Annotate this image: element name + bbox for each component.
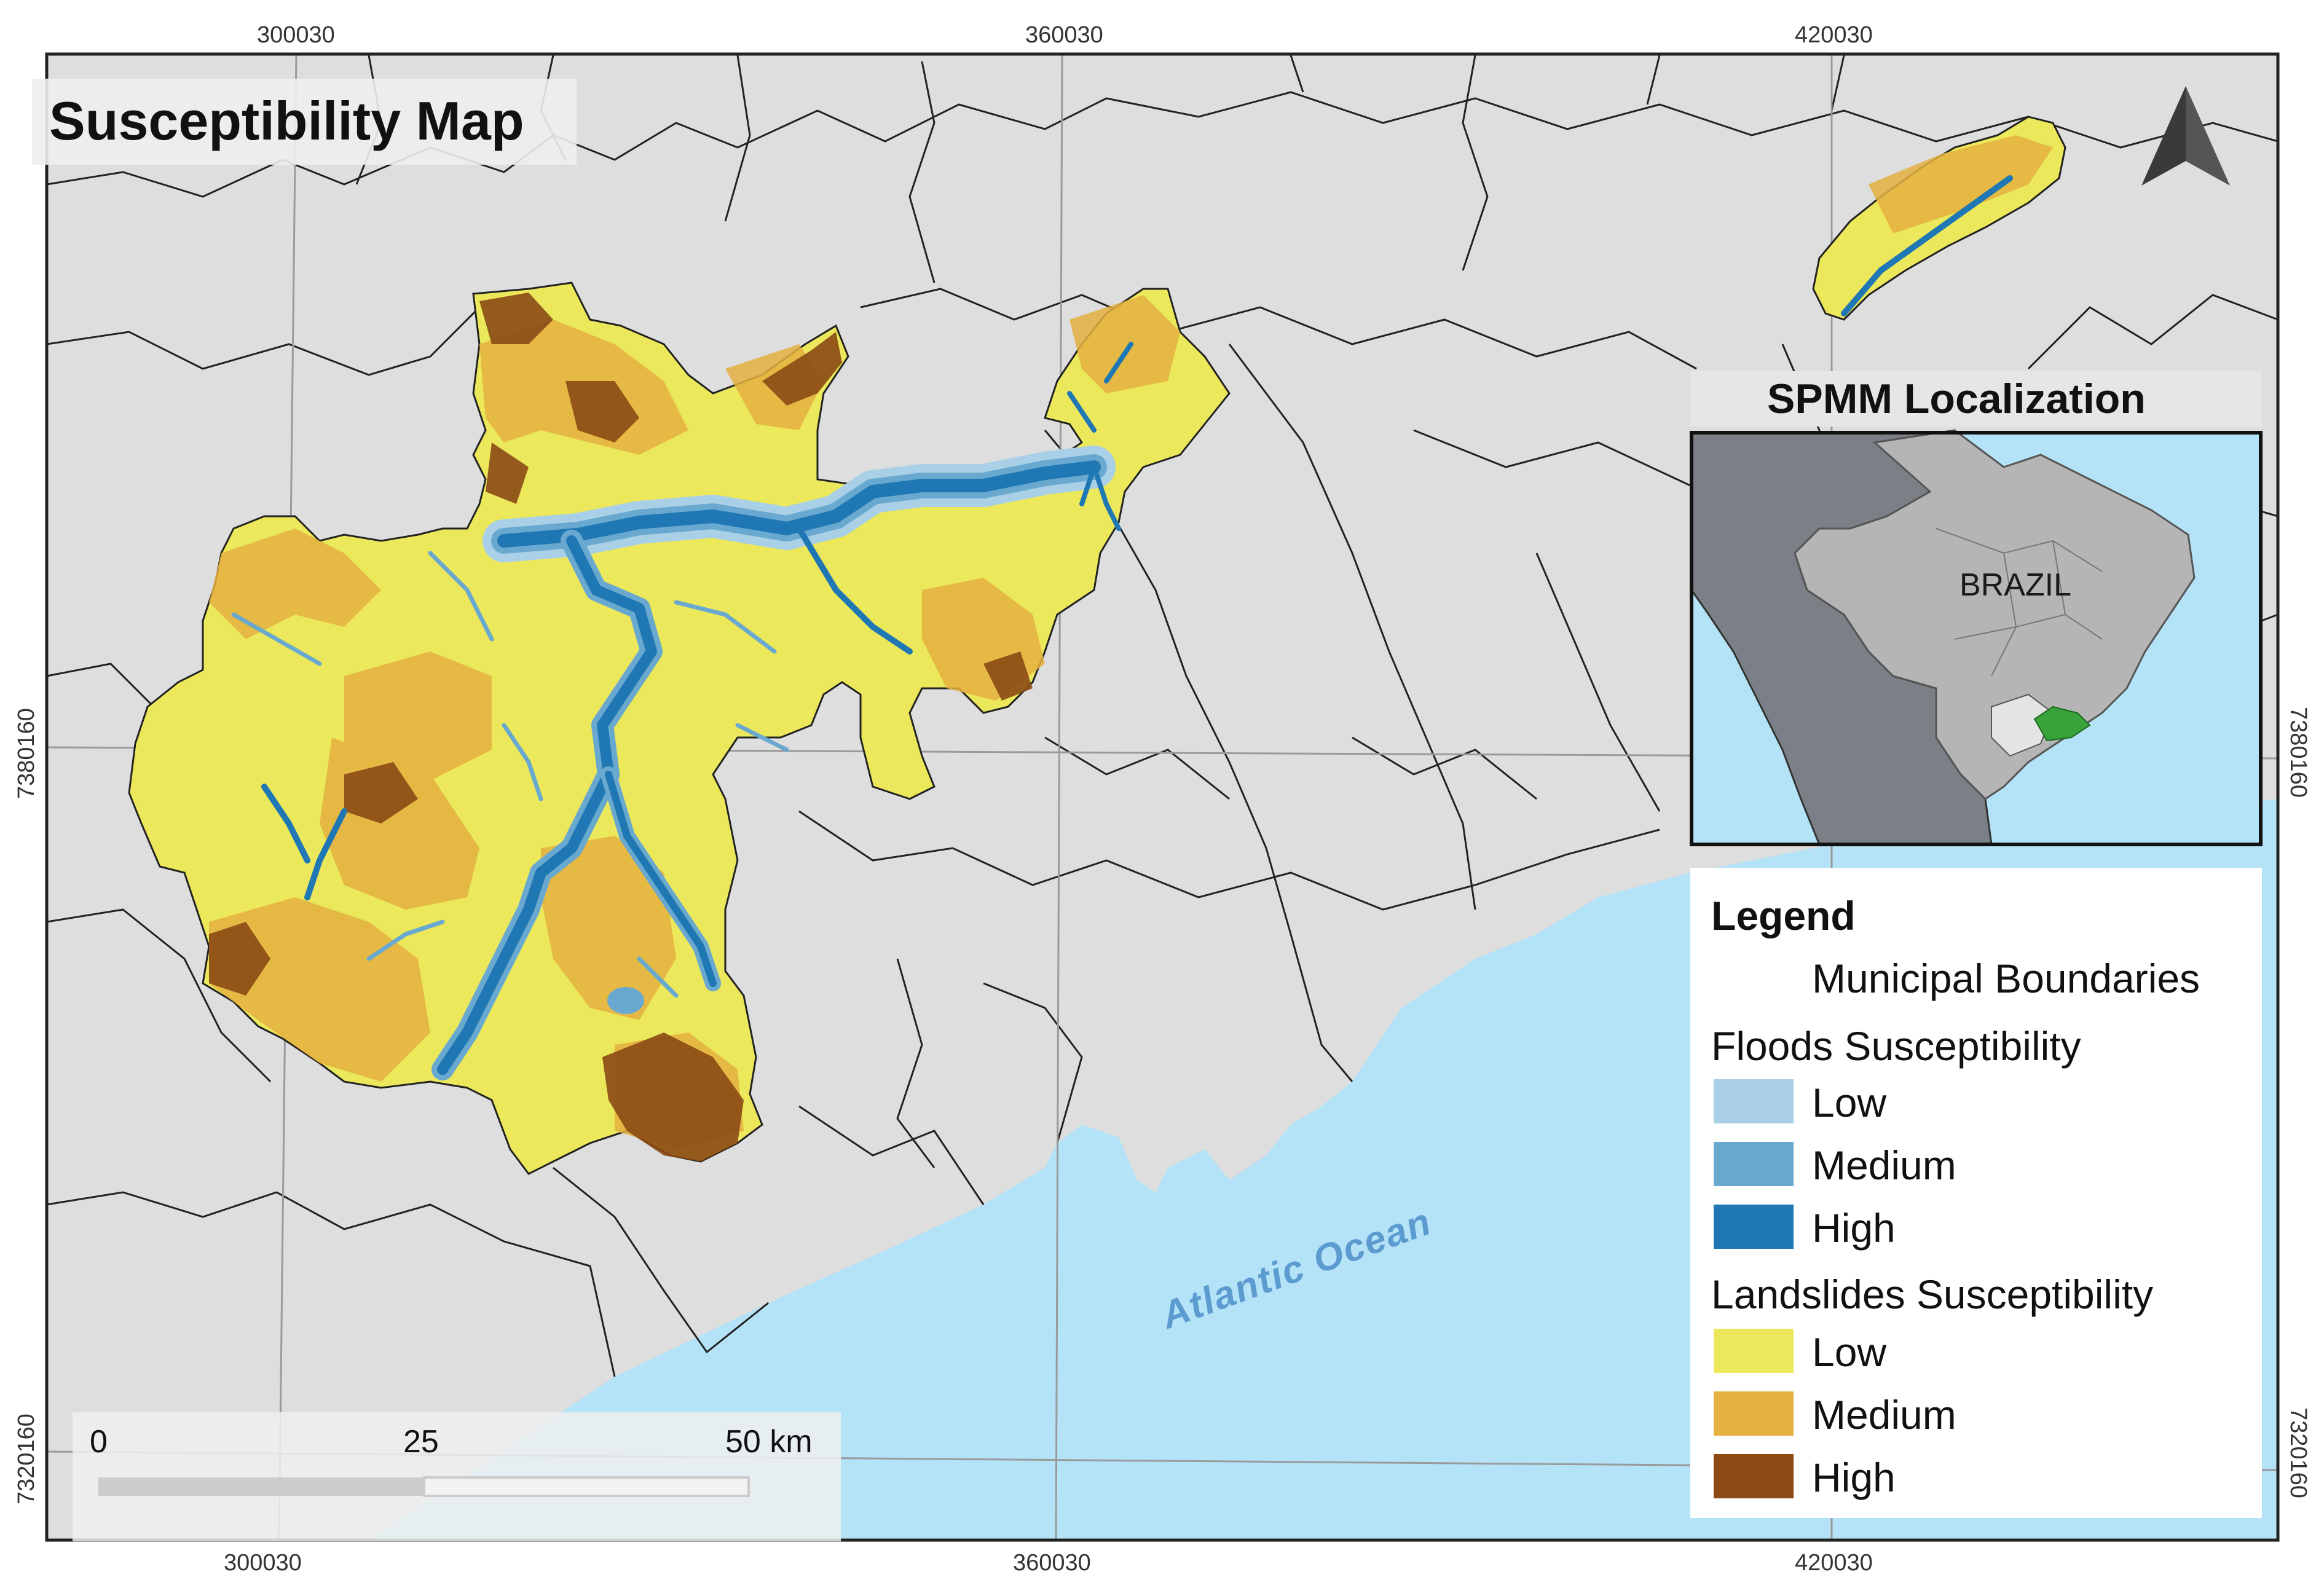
- legend-boundaries-label: Municipal Boundaries: [1812, 956, 2200, 1001]
- reservoir: [607, 987, 644, 1014]
- legend-floods-heading: Floods Susceptibility: [1711, 1023, 2081, 1069]
- y-coord-left-1: 7380160: [14, 708, 39, 799]
- legend-landslide-medium-swatch: [1714, 1391, 1794, 1436]
- flood-areas: [231, 175, 2013, 1080]
- legend-landslide-high-label: High: [1812, 1455, 1896, 1500]
- scale-label-0: 0: [90, 1424, 108, 1460]
- inset-title-panel: [1690, 371, 2262, 427]
- x-coord-bottom-2: 360030: [1013, 1550, 1091, 1576]
- north-arrow-icon: [2141, 86, 2230, 186]
- inset-state-highlight: [1991, 693, 2054, 757]
- inset-states: [1936, 528, 2103, 677]
- legend-landslide-high-swatch: [1714, 1454, 1794, 1498]
- legend-landslide-low-swatch: [1714, 1329, 1794, 1373]
- legend-flood-high-label: High: [1812, 1205, 1896, 1251]
- map-frame: [45, 52, 2280, 1542]
- scale-label-50: 50 km: [725, 1424, 813, 1460]
- inset-country-label: BRAZIL: [1960, 567, 2072, 603]
- legend-landslide-low-label: Low: [1812, 1329, 1887, 1375]
- legend-flood-medium-swatch: [1714, 1142, 1794, 1186]
- legend-flood-low-swatch: [1714, 1079, 1794, 1123]
- map-title: Susceptibility Map: [49, 90, 524, 151]
- legend-flood-low-label: Low: [1812, 1080, 1887, 1125]
- inset-brazil: [1794, 429, 2196, 800]
- inset-title: SPMM Localization: [1767, 376, 2146, 422]
- legend-landslide-medium-label: Medium: [1812, 1392, 1956, 1438]
- legend-landslides-heading: Landslides Susceptibility: [1711, 1272, 2154, 1317]
- legend-flood-high-swatch: [1714, 1205, 1794, 1249]
- x-coord-bottom-3: 420030: [1795, 1550, 1873, 1576]
- inset-map: [1690, 429, 2263, 846]
- title-panel: [32, 79, 577, 165]
- y-coord-right-2: 7320160: [2285, 1407, 2311, 1498]
- y-coord-left-2: 7320160: [14, 1414, 39, 1504]
- scale-label-25: 25: [403, 1424, 439, 1460]
- x-coord-top-3: 420030: [1795, 22, 1873, 48]
- x-coord-top-2: 360030: [1025, 22, 1103, 48]
- legend-title: Legend: [1711, 893, 1856, 938]
- inset-study-area: [2033, 706, 2091, 742]
- x-coord-bottom-1: 300030: [224, 1550, 302, 1576]
- landslide-high-areas: [209, 293, 1033, 1162]
- y-coord-right-1: 7380160: [2285, 707, 2311, 798]
- scale-bar-panel: [73, 1412, 841, 1541]
- x-coord-top-1: 300030: [257, 22, 335, 48]
- legend-flood-medium-label: Medium: [1812, 1143, 1956, 1188]
